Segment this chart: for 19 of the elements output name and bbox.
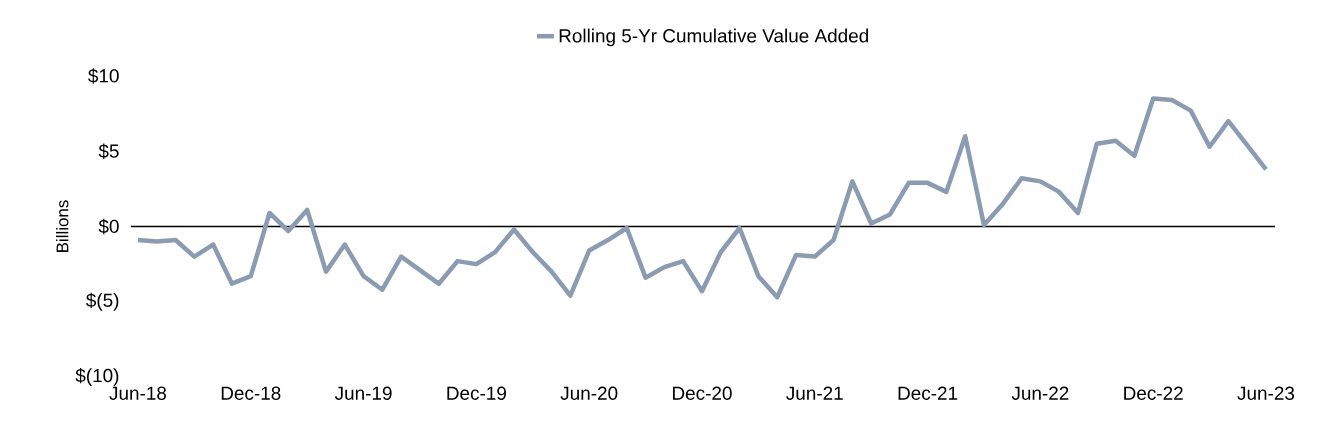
x-tick-label: Dec-18 — [221, 386, 281, 400]
x-tick-label: Dec-21 — [898, 386, 958, 400]
x-tick-label: Jun-23 — [1237, 386, 1295, 400]
y-tick-label: $(5) — [86, 292, 119, 311]
y-axis-title: Billions — [56, 200, 69, 252]
y-tick-label: $(10) — [75, 368, 119, 386]
line-series — [135, 96, 1269, 300]
y-tick-label: $10 — [88, 68, 119, 84]
x-tick-label: Dec-22 — [1124, 386, 1183, 400]
x-tick-label: Jun-19 — [334, 386, 392, 400]
legend-label: Rolling 5-Yr Cumulative Value Added — [559, 28, 868, 47]
y-tick-label: $5 — [98, 143, 119, 159]
x-tick-label: Dec-19 — [447, 386, 506, 400]
x-tick-label: Jun-18 — [109, 386, 167, 400]
x-tick-label: Jun-20 — [560, 386, 618, 400]
x-tick-label: Dec-20 — [673, 386, 732, 400]
x-tick-label: Jun-22 — [1011, 386, 1069, 400]
x-tick-label: Jun-21 — [786, 386, 843, 400]
y-tick-label: $0 — [98, 218, 119, 235]
